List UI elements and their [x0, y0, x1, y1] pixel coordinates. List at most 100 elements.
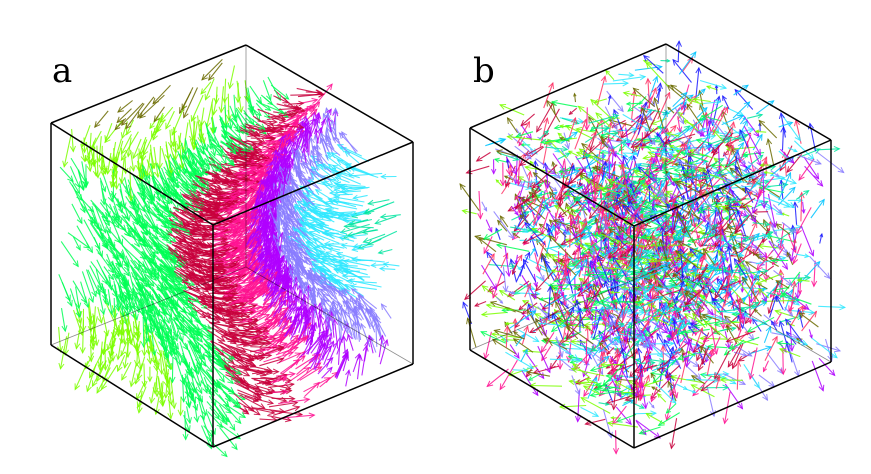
spin-arrow: [227, 93, 230, 121]
spin-arrow: [171, 105, 186, 136]
spin-arrow: [310, 255, 342, 265]
spin-arrow: [152, 114, 164, 140]
spin-arrow: [184, 373, 195, 392]
spin-arrow-head: [147, 222, 155, 230]
spin-arrow-head: [91, 290, 98, 298]
spin-arrow: [287, 199, 307, 226]
spin-arrow-head: [291, 400, 299, 407]
spin-arrow: [243, 109, 255, 126]
spin-arrow-head: [311, 263, 319, 270]
spin-arrow: [337, 301, 349, 333]
spin-arrow-head: [169, 235, 177, 243]
spin-arrow: [198, 356, 213, 373]
spin-arrow-head: [229, 424, 236, 432]
spin-arrow-head: [287, 351, 295, 357]
spin-arrow-head: [266, 369, 274, 376]
spin-arrow-head: [97, 317, 104, 325]
arrow-field-a: [57, 59, 401, 458]
spin-arrow-head: [216, 421, 224, 429]
spin-arrow: [181, 354, 193, 373]
spin-arrow: [336, 173, 362, 185]
spin-arrow: [334, 265, 368, 276]
spin-arrow: [59, 166, 74, 182]
spin-arrow-head: [76, 317, 82, 324]
spin-arrow-head: [107, 284, 114, 291]
spin-arrow-head: [116, 365, 123, 373]
spin-arrow: [142, 199, 158, 231]
spin-arrow: [298, 285, 301, 303]
spin-arrow: [81, 198, 95, 213]
spin-arrow: [84, 352, 94, 369]
spin-arrow: [331, 152, 351, 166]
spin-arrow: [209, 407, 220, 420]
spin-arrow-head: [204, 93, 211, 101]
spin-arrow-head: [303, 397, 311, 404]
spin-arrow: [343, 268, 365, 282]
spin-arrow: [281, 367, 310, 388]
spin-arrow: [250, 199, 263, 220]
spin-arrow-head: [107, 357, 114, 365]
spin-arrow: [90, 261, 108, 284]
spin-arrow: [340, 223, 370, 234]
spin-arrow-head: [265, 389, 273, 395]
spin-arrow-head: [361, 228, 369, 235]
spin-arrow-head: [242, 225, 249, 233]
spin-arrow-head: [185, 417, 192, 425]
spin-arrow-head: [150, 162, 157, 170]
spin-arrow: [244, 395, 259, 402]
spin-arrow: [251, 319, 271, 329]
spin-arrow: [60, 308, 66, 332]
spin-arrow-head: [156, 162, 163, 170]
spin-arrow: [341, 244, 362, 248]
spin-arrow-head: [114, 124, 121, 131]
spin-arrow-head: [362, 344, 369, 352]
spin-arrow-head: [294, 337, 301, 344]
spin-arrow: [155, 378, 158, 397]
spin-arrow: [314, 145, 319, 160]
spin-arrow: [329, 126, 341, 143]
spin-arrow-head: [166, 329, 172, 336]
spin-arrow: [104, 123, 113, 142]
spin-arrow-head: [215, 183, 223, 190]
spin-arrow: [170, 191, 199, 213]
spin-arrow-head: [285, 376, 292, 384]
spin-arrow: [72, 280, 87, 303]
spin-arrow-head: [75, 244, 81, 251]
spin-arrow-head: [323, 240, 331, 247]
spin-arrow-head: [166, 390, 173, 398]
spin-arrow: [338, 259, 373, 262]
spin-arrow: [137, 386, 147, 408]
spin-arrow: [103, 266, 114, 280]
spin-arrow-head: [152, 133, 158, 141]
spin-arrow: [167, 395, 172, 419]
spin-arrow: [241, 360, 256, 367]
spin-arrow: [267, 126, 284, 131]
spin-arrow: [136, 380, 146, 400]
spin-arrow-head: [337, 300, 343, 308]
spin-arrow: [350, 218, 369, 225]
spin-arrow: [152, 180, 159, 196]
spin-arrow: [272, 391, 288, 393]
spin-arrow: [128, 298, 136, 319]
spin-arrow: [167, 247, 189, 269]
spin-arrow: [110, 219, 123, 246]
spin-arrow: [94, 110, 109, 128]
spin-arrow: [291, 220, 309, 238]
spin-arrow-head: [101, 186, 107, 193]
spin-arrow: [352, 353, 360, 373]
spin-arrow: [208, 62, 223, 81]
spin-arrow-head: [87, 205, 95, 213]
spin-arrow: [219, 304, 245, 310]
spin-arrow-head: [120, 147, 127, 155]
spin-arrow-head: [187, 300, 195, 307]
spin-arrow: [114, 118, 127, 130]
spin-arrow: [179, 319, 192, 332]
spin-arrow: [310, 155, 340, 175]
spin-arrow: [368, 199, 390, 205]
spin-arrow: [120, 134, 132, 155]
spin-arrow-head: [347, 172, 355, 179]
spin-arrow-head: [239, 347, 247, 353]
spin-arrow: [212, 143, 234, 166]
spin-arrow: [74, 360, 89, 390]
